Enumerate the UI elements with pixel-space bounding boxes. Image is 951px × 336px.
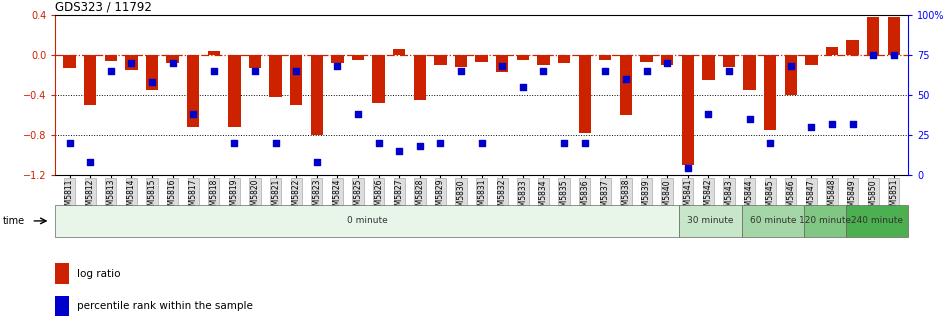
Bar (661, 55, 673, 65)
Bar (867, 17, 880, 55)
Bar (84, 55, 96, 105)
Bar (516, 55, 529, 60)
Point (124, 60, 139, 66)
Point (886, 52, 902, 58)
Point (804, 124, 819, 130)
Point (783, 64, 798, 69)
Point (535, 68, 551, 74)
Bar (373, 55, 385, 103)
Point (62, 140, 77, 145)
Bar (249, 55, 262, 68)
Point (763, 140, 778, 145)
Bar (764, 55, 776, 130)
Bar (742, 205, 805, 237)
Point (597, 68, 612, 74)
Bar (187, 55, 200, 127)
Point (495, 64, 510, 69)
Bar (166, 55, 179, 63)
Bar (269, 55, 281, 97)
Point (288, 68, 303, 74)
Text: 120 minute: 120 minute (799, 216, 851, 225)
Point (721, 68, 736, 74)
Point (83, 159, 98, 165)
Bar (599, 55, 611, 60)
Bar (496, 55, 509, 72)
Text: 30 minute: 30 minute (688, 216, 734, 225)
Bar (435, 55, 447, 65)
Point (206, 68, 222, 74)
Bar (55, 296, 69, 316)
Point (639, 68, 654, 74)
Text: time: time (3, 216, 25, 226)
Bar (64, 55, 76, 68)
Bar (207, 51, 220, 55)
Bar (290, 55, 302, 105)
Point (247, 68, 262, 74)
Point (330, 64, 345, 69)
Point (865, 52, 881, 58)
Bar (105, 55, 117, 61)
Text: 60 minute: 60 minute (749, 216, 796, 225)
Point (474, 140, 489, 145)
Bar (744, 55, 756, 90)
Bar (55, 205, 679, 237)
Point (145, 80, 160, 85)
Point (103, 68, 118, 74)
Bar (578, 55, 591, 133)
Point (350, 112, 365, 117)
Point (659, 60, 674, 66)
Bar (785, 55, 797, 95)
Bar (126, 55, 138, 70)
Bar (311, 55, 323, 135)
Bar (228, 55, 241, 127)
Point (618, 76, 633, 82)
Text: 0 minute: 0 minute (347, 216, 388, 225)
Point (433, 140, 448, 145)
Bar (55, 263, 69, 284)
Bar (805, 205, 845, 237)
Point (165, 60, 180, 66)
Text: log ratio: log ratio (76, 268, 120, 279)
Point (515, 84, 531, 90)
Point (412, 143, 427, 149)
Bar (352, 55, 364, 60)
Bar (723, 55, 735, 67)
Point (371, 140, 386, 145)
Bar (146, 55, 158, 90)
Point (680, 166, 695, 171)
Bar (620, 55, 632, 115)
Bar (702, 55, 714, 80)
Text: GDS323 / 11792: GDS323 / 11792 (55, 1, 152, 14)
Bar (805, 55, 818, 65)
Point (309, 159, 324, 165)
Point (268, 140, 283, 145)
Point (825, 121, 840, 126)
Point (392, 148, 407, 154)
Point (454, 68, 469, 74)
Bar (682, 55, 694, 165)
Text: 240 minute: 240 minute (851, 216, 903, 225)
Bar (393, 49, 405, 55)
Point (742, 116, 757, 122)
Bar (537, 55, 550, 65)
Bar (846, 40, 859, 55)
Point (226, 140, 242, 145)
Bar (640, 55, 652, 62)
Bar (414, 55, 426, 100)
Bar (331, 55, 343, 63)
Bar (558, 55, 571, 63)
Bar (825, 47, 838, 55)
Bar (845, 205, 908, 237)
Point (577, 140, 592, 145)
Bar (455, 55, 467, 67)
Point (701, 112, 716, 117)
Bar (679, 205, 742, 237)
Point (844, 121, 860, 126)
Point (185, 112, 201, 117)
Bar (887, 17, 900, 55)
Text: percentile rank within the sample: percentile rank within the sample (76, 301, 252, 311)
Bar (476, 55, 488, 62)
Point (556, 140, 572, 145)
